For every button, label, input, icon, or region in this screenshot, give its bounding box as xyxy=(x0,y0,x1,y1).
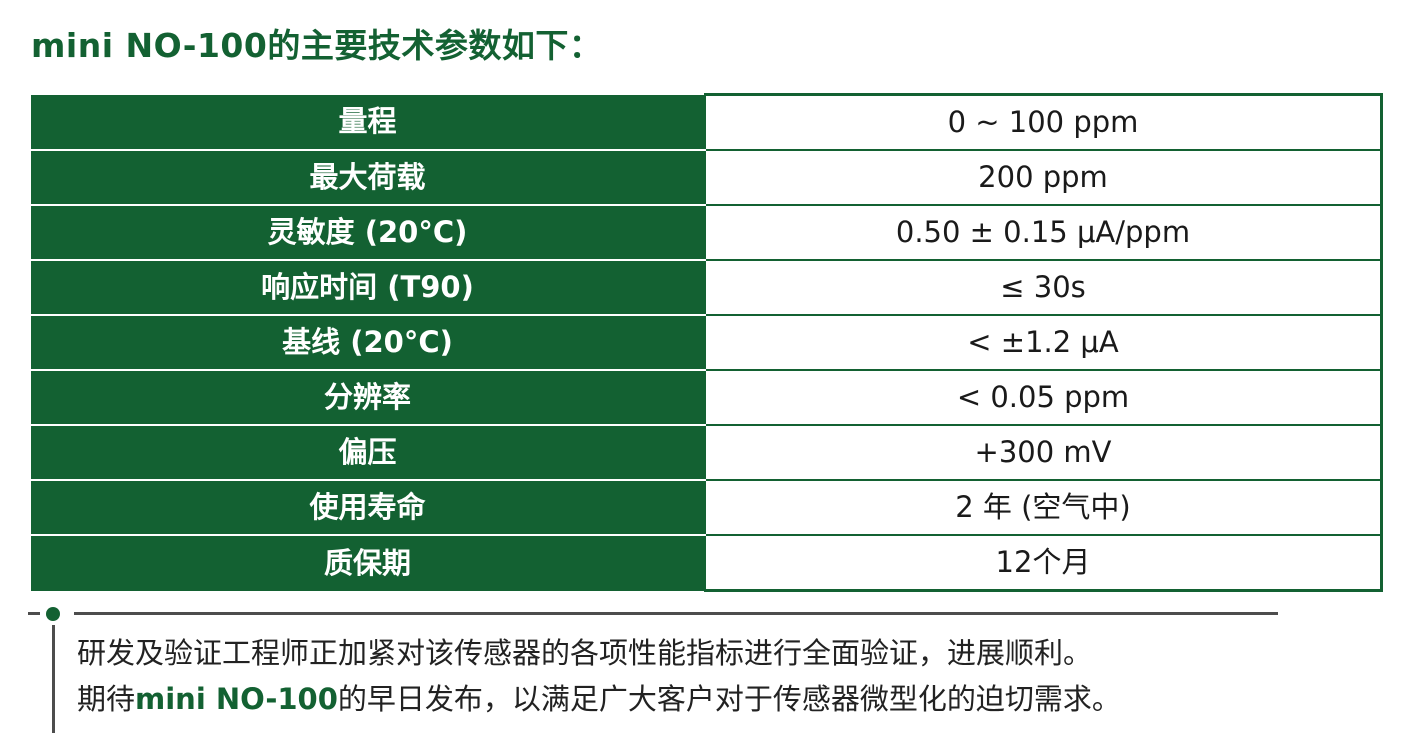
spec-param-bias: 偏压 xyxy=(31,424,705,481)
note-line-1: 研发及验证工程师正加紧对该传感器的各项性能指标进行全面验证，进展顺利。 xyxy=(77,636,1093,670)
divider-dash xyxy=(28,612,40,615)
spec-param-max-load: 最大荷载 xyxy=(31,149,705,206)
spec-value-sensitivity: 0.50 ± 0.15 μA/ppm xyxy=(704,205,1383,261)
note-line-2-suffix: 的早日发布，以满足广大客户对于传感器微型化的迫切需求。 xyxy=(337,682,1121,716)
spec-value-response-time: ≤ 30s xyxy=(704,260,1383,316)
spec-value-lifetime: 2 年 (空气中) xyxy=(704,480,1383,536)
spec-param-warranty: 质保期 xyxy=(31,534,705,591)
table-row: 灵敏度 (20°C) 0.50 ± 0.15 μA/ppm xyxy=(31,204,1383,261)
table-row: 响应时间 (T90) ≤ 30s xyxy=(31,259,1383,316)
table-row: 基线 (20°C) < ±1.2 μA xyxy=(31,314,1383,371)
spec-value-range: 0 ~ 100 ppm xyxy=(704,93,1383,151)
spec-table: 量程 0 ~ 100 ppm 最大荷载 200 ppm 灵敏度 (20°C) 0… xyxy=(31,93,1383,592)
note-vertical-bar xyxy=(52,625,55,733)
spec-value-bias: +300 mV xyxy=(704,425,1383,481)
spec-value-max-load: 200 ppm xyxy=(704,150,1383,206)
note-text: 研发及验证工程师正加紧对该传感器的各项性能指标进行全面验证，进展顺利。 期待mi… xyxy=(77,630,1121,722)
page-title: mini NO-100的主要技术参数如下： xyxy=(31,26,603,65)
note-brand-name: mini NO-100 xyxy=(135,682,338,716)
spec-param-sensitivity: 灵敏度 (20°C) xyxy=(31,204,705,261)
spec-value-resolution: < 0.05 ppm xyxy=(704,370,1383,426)
spec-value-baseline: < ±1.2 μA xyxy=(704,315,1383,371)
spec-param-response-time: 响应时间 (T90) xyxy=(31,259,705,316)
spec-param-lifetime: 使用寿命 xyxy=(31,479,705,536)
bullet-dot-icon xyxy=(46,607,60,621)
table-row: 分辨率 < 0.05 ppm xyxy=(31,369,1383,426)
table-row: 使用寿命 2 年 (空气中) xyxy=(31,479,1383,536)
spec-param-baseline: 基线 (20°C) xyxy=(31,314,705,371)
table-row: 量程 0 ~ 100 ppm xyxy=(31,93,1383,151)
divider-line xyxy=(74,612,1278,615)
table-row: 质保期 12个月 xyxy=(31,534,1383,592)
spec-param-resolution: 分辨率 xyxy=(31,369,705,426)
note-line-2: 期待mini NO-100的早日发布，以满足广大客户对于传感器微型化的迫切需求。 xyxy=(77,676,1121,722)
note-line-2-prefix: 期待 xyxy=(77,682,136,716)
spec-param-range: 量程 xyxy=(31,94,705,151)
table-row: 最大荷载 200 ppm xyxy=(31,149,1383,206)
table-row: 偏压 +300 mV xyxy=(31,424,1383,481)
spec-value-warranty: 12个月 xyxy=(704,535,1383,592)
